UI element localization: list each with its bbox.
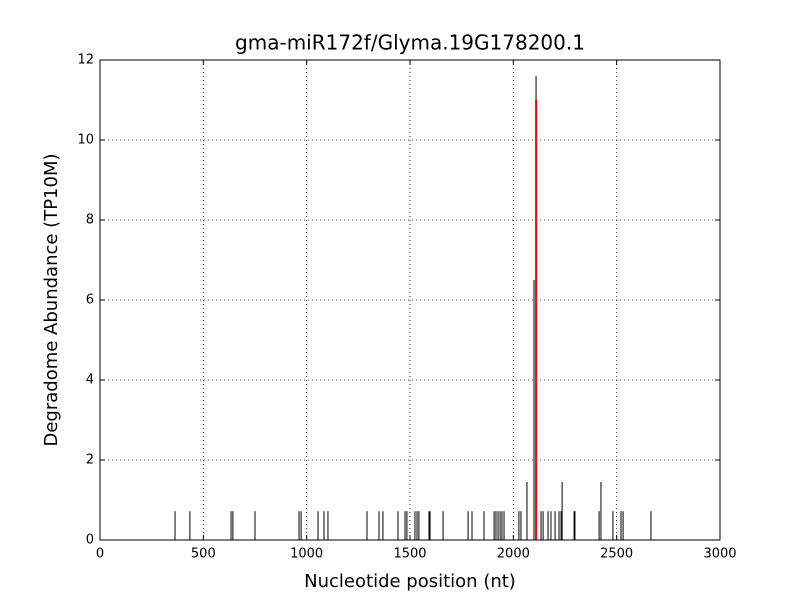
x-tick-label: 3000: [703, 547, 736, 562]
chart-title: gma-miR172f/Glyma.19G178200.1: [235, 31, 585, 55]
plot-frame: [99, 59, 721, 541]
y-tick-label: 4: [86, 373, 94, 388]
x-axis-label: Nucleotide position (nt): [304, 571, 516, 592]
x-tick-label: 0: [96, 547, 104, 562]
y-tick-label: 10: [77, 133, 94, 148]
x-tick-label: 500: [191, 547, 216, 562]
y-tick-label: 2: [86, 453, 94, 468]
y-tick-label: 12: [77, 53, 94, 68]
x-tick-label: 1000: [290, 547, 323, 562]
y-tick-label: 0: [86, 533, 94, 548]
x-tick-label: 1500: [393, 547, 426, 562]
x-tick-label: 2000: [497, 547, 530, 562]
y-tick-label: 8: [86, 213, 94, 228]
y-tick-label: 6: [86, 293, 94, 308]
y-axis-label: Degradome Abundance (TP10M): [41, 153, 62, 446]
x-tick-label: 2500: [600, 547, 633, 562]
